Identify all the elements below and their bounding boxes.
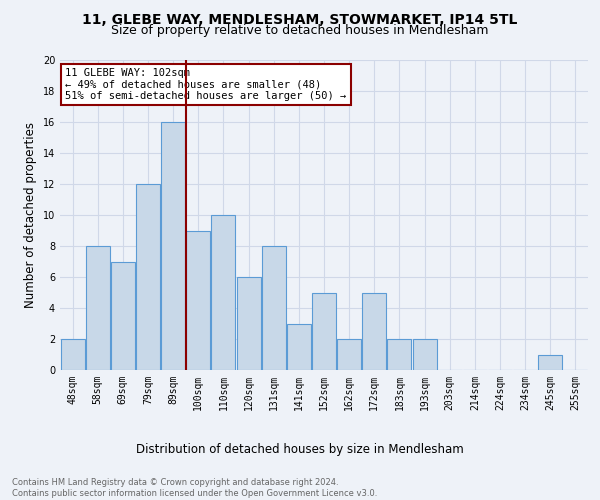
Bar [61,339,85,370]
Bar [187,230,210,370]
Bar [413,339,437,370]
Bar [337,339,361,370]
Bar [236,277,260,370]
Bar [136,184,160,370]
Bar [538,354,562,370]
Bar [161,122,185,370]
Text: Contains HM Land Registry data © Crown copyright and database right 2024.
Contai: Contains HM Land Registry data © Crown c… [12,478,377,498]
Text: 11, GLEBE WAY, MENDLESHAM, STOWMARKET, IP14 5TL: 11, GLEBE WAY, MENDLESHAM, STOWMARKET, I… [82,12,518,26]
Text: 11 GLEBE WAY: 102sqm
← 49% of detached houses are smaller (48)
51% of semi-detac: 11 GLEBE WAY: 102sqm ← 49% of detached h… [65,68,347,101]
Bar [211,215,235,370]
Bar [362,292,386,370]
Bar [287,324,311,370]
Y-axis label: Number of detached properties: Number of detached properties [24,122,37,308]
Bar [388,339,412,370]
Bar [312,292,336,370]
Text: Size of property relative to detached houses in Mendlesham: Size of property relative to detached ho… [111,24,489,37]
Text: Distribution of detached houses by size in Mendlesham: Distribution of detached houses by size … [136,442,464,456]
Bar [262,246,286,370]
Bar [111,262,135,370]
Bar [86,246,110,370]
